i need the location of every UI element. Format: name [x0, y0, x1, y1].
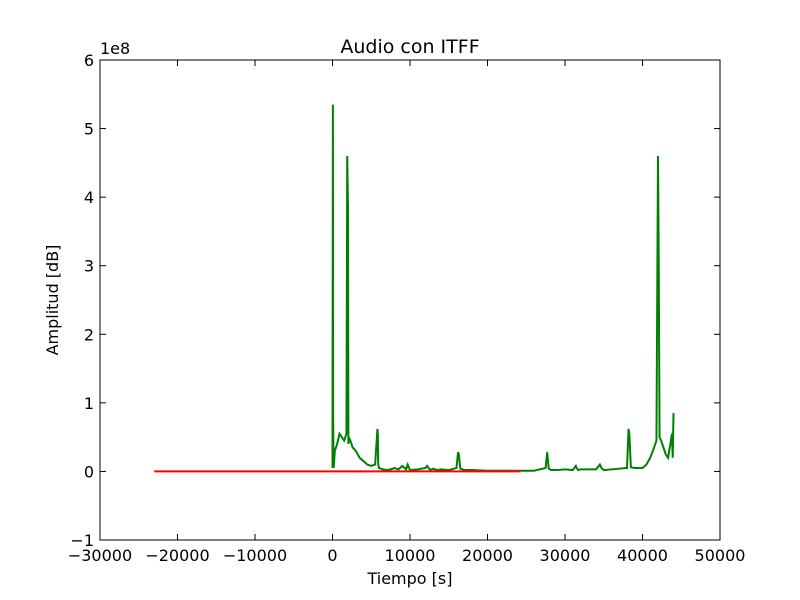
- y-tick-label: 2: [84, 325, 94, 344]
- series-layer: [154, 104, 675, 473]
- y-axis-label: Amplitud [dB]: [43, 245, 62, 356]
- y-tick-label: 6: [84, 51, 94, 70]
- y-tick-label: 4: [84, 188, 94, 207]
- x-tick-label: 0: [327, 546, 337, 565]
- x-axis-label: Tiempo [s]: [366, 569, 452, 588]
- x-tick-label: −20000: [145, 546, 209, 565]
- y-tick-label: 3: [84, 257, 94, 276]
- y-tick-label: 5: [84, 120, 94, 139]
- y-tick-label: −1: [70, 531, 94, 550]
- x-tick-label: 50000: [695, 546, 746, 565]
- x-tick-label: 20000: [462, 546, 513, 565]
- chart-title: Audio con ITFF: [340, 36, 479, 58]
- y-offset-label: 1e8: [100, 39, 130, 58]
- x-tick-label: 30000: [540, 546, 591, 565]
- ticks-layer: −30000 −20000 −10000 0 10000 20000 30000 40000 5…: [68, 51, 746, 565]
- x-tick-label: 40000: [617, 546, 668, 565]
- y-tick-label: 0: [84, 462, 94, 481]
- y-tick-label: 1: [84, 394, 94, 413]
- x-tick-label: 10000: [385, 546, 436, 565]
- x-tick-label: −30000: [68, 546, 132, 565]
- x-tick-label: −10000: [223, 546, 287, 565]
- series-line-1: [331, 104, 675, 472]
